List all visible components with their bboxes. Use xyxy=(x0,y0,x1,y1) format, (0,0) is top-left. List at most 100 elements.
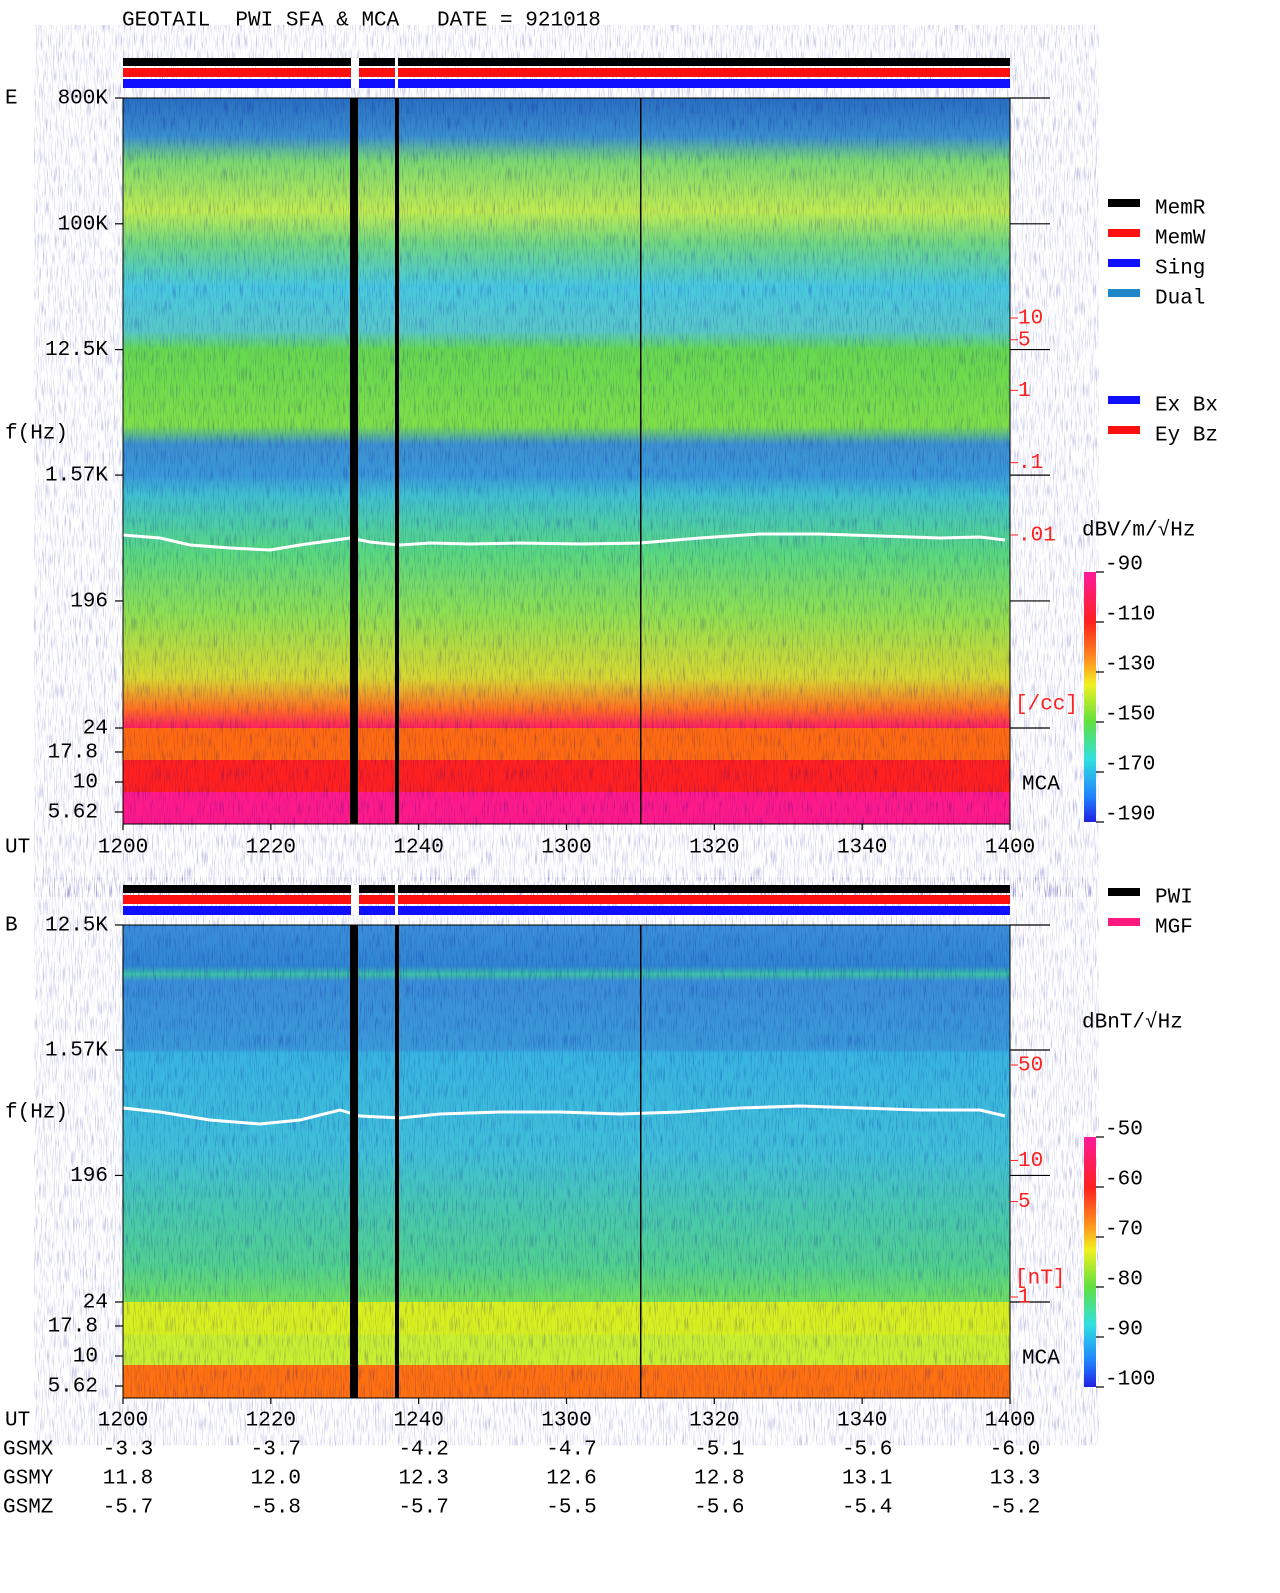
y-tick-label: 100K xyxy=(58,213,109,236)
y-tick-label: 196 xyxy=(70,591,108,614)
panel-b-image xyxy=(122,885,1010,1398)
orbit-value: 11.8 xyxy=(103,1468,153,1491)
legend-label: MemW xyxy=(1155,228,1206,251)
x-tick-label: 1300 xyxy=(541,1410,591,1433)
orbit-row-label: GSMX xyxy=(3,1439,54,1462)
y-tick-label: 196 xyxy=(70,1165,108,1188)
y-tick-label: 1.57K xyxy=(45,465,108,488)
colorbar-tick-label: -190 xyxy=(1105,804,1155,827)
density-unit: [nT] xyxy=(1015,1268,1065,1291)
orbit-value: 12.8 xyxy=(694,1468,744,1491)
orbit-value: -5.1 xyxy=(694,1439,744,1462)
density-tick-label: 1 xyxy=(1018,1287,1031,1310)
y-axis-label: f(Hz) xyxy=(5,423,68,446)
x-tick-label: 1240 xyxy=(393,1410,443,1433)
panel-label: B xyxy=(5,915,18,938)
x-tick-label: 1340 xyxy=(837,837,887,860)
density-tick-label: 10 xyxy=(1018,308,1043,331)
orbit-value: -4.7 xyxy=(546,1439,596,1462)
density-tick-label: 1 xyxy=(1018,380,1031,403)
x-tick-label: 1340 xyxy=(837,1410,887,1433)
colorbar-tick-label: -100 xyxy=(1105,1369,1155,1392)
orbit-value: -5.7 xyxy=(398,1497,448,1520)
density-tick-label: 50 xyxy=(1018,1055,1043,1078)
colorbar xyxy=(1084,1137,1096,1387)
orbit-row-label: GSMZ xyxy=(3,1497,53,1520)
legend-swatch xyxy=(1108,888,1140,896)
orbit-value: -5.6 xyxy=(842,1439,892,1462)
legend-swatch xyxy=(1108,918,1140,926)
x-tick-label: 1220 xyxy=(246,1410,296,1433)
orbit-value: -5.4 xyxy=(842,1497,892,1520)
legend-swatch xyxy=(1108,396,1140,404)
x-tick-label: 1300 xyxy=(541,837,591,860)
colorbar-tick-label: -170 xyxy=(1105,754,1155,777)
x-tick-label: 1320 xyxy=(689,837,739,860)
panel-e-image xyxy=(122,58,1010,824)
colorbar-label: dBnT/√Hz xyxy=(1082,1011,1183,1035)
colorbar-tick-label: -60 xyxy=(1105,1169,1143,1192)
y-tick-label: 24 xyxy=(83,1292,108,1315)
density-tick-label: 10 xyxy=(1018,1150,1043,1173)
orbit-value: -5.8 xyxy=(251,1497,301,1520)
colorbar-tick-label: -70 xyxy=(1105,1219,1143,1242)
legend-label: PWI xyxy=(1155,887,1193,910)
legend-swatch xyxy=(1108,199,1140,207)
colorbar-tick-label: -130 xyxy=(1105,654,1155,677)
x-tick-label: 1400 xyxy=(985,1410,1035,1433)
mca-tick-label: 17.8 xyxy=(48,742,98,765)
orbit-value: -3.7 xyxy=(251,1439,301,1462)
orbit-value: -5.5 xyxy=(546,1497,596,1520)
colorbar-tick-label: -80 xyxy=(1105,1269,1143,1292)
density-unit: [/cc] xyxy=(1015,694,1078,717)
x-axis-label: UT xyxy=(5,837,30,860)
y-tick-label: 12.5K xyxy=(45,915,108,938)
orbit-value: 13.3 xyxy=(990,1468,1040,1491)
orbit-row-label: GSMY xyxy=(3,1468,54,1491)
colorbar-tick-label: -50 xyxy=(1105,1119,1143,1142)
colorbar-tick-label: -90 xyxy=(1105,554,1143,577)
x-tick-label: 1320 xyxy=(689,1410,739,1433)
y-tick-label: 800K xyxy=(58,88,109,111)
y-tick-label: 1.57K xyxy=(45,1040,108,1063)
panel-label: E xyxy=(5,88,18,111)
y-tick-label: 24 xyxy=(83,718,108,741)
x-tick-label: 1240 xyxy=(393,837,443,860)
legend-swatch xyxy=(1108,289,1140,297)
orbit-value: -5.2 xyxy=(990,1497,1040,1520)
legend-swatch xyxy=(1108,259,1140,267)
orbit-value: 12.6 xyxy=(546,1468,596,1491)
x-tick-label: 1200 xyxy=(98,837,148,860)
chart-title: GEOTAIL PWI SFA & MCA DATE = 921018 xyxy=(122,10,601,33)
x-tick-label: 1200 xyxy=(98,1410,148,1433)
density-tick-label: .01 xyxy=(1018,525,1056,548)
orbit-value: 12.0 xyxy=(251,1468,301,1491)
legend-swatch xyxy=(1108,229,1140,237)
density-tick-label: 5 xyxy=(1018,329,1031,352)
colorbar-tick-label: -110 xyxy=(1105,604,1155,627)
orbit-value: -3.3 xyxy=(103,1439,153,1462)
mca-tick-label: 10 xyxy=(73,772,98,795)
orbit-value: -5.6 xyxy=(694,1497,744,1520)
legend-label: MemR xyxy=(1155,198,1206,221)
orbit-value: 13.1 xyxy=(842,1468,892,1491)
mca-label: MCA xyxy=(1022,774,1060,797)
legend-label: Ey Bz xyxy=(1155,425,1218,448)
mca-tick-label: 5.62 xyxy=(48,802,98,825)
mca-label: MCA xyxy=(1022,1348,1060,1371)
orbit-value: -5.7 xyxy=(103,1497,153,1520)
density-tick-label: 5 xyxy=(1018,1191,1031,1214)
colorbar-tick-label: -90 xyxy=(1105,1319,1143,1342)
x-tick-label: 1220 xyxy=(246,837,296,860)
mca-tick-label: 10 xyxy=(73,1346,98,1369)
mca-tick-label: 5.62 xyxy=(48,1376,98,1399)
legend-label: Dual xyxy=(1155,288,1205,311)
y-tick-label: 12.5K xyxy=(45,339,108,362)
legend-swatch xyxy=(1108,426,1140,434)
y-axis-label: f(Hz) xyxy=(5,1102,68,1125)
legend-label: MGF xyxy=(1155,917,1193,940)
mca-tick-label: 17.8 xyxy=(48,1316,98,1339)
orbit-value: -4.2 xyxy=(398,1439,448,1462)
density-tick-label: .1 xyxy=(1018,452,1043,475)
